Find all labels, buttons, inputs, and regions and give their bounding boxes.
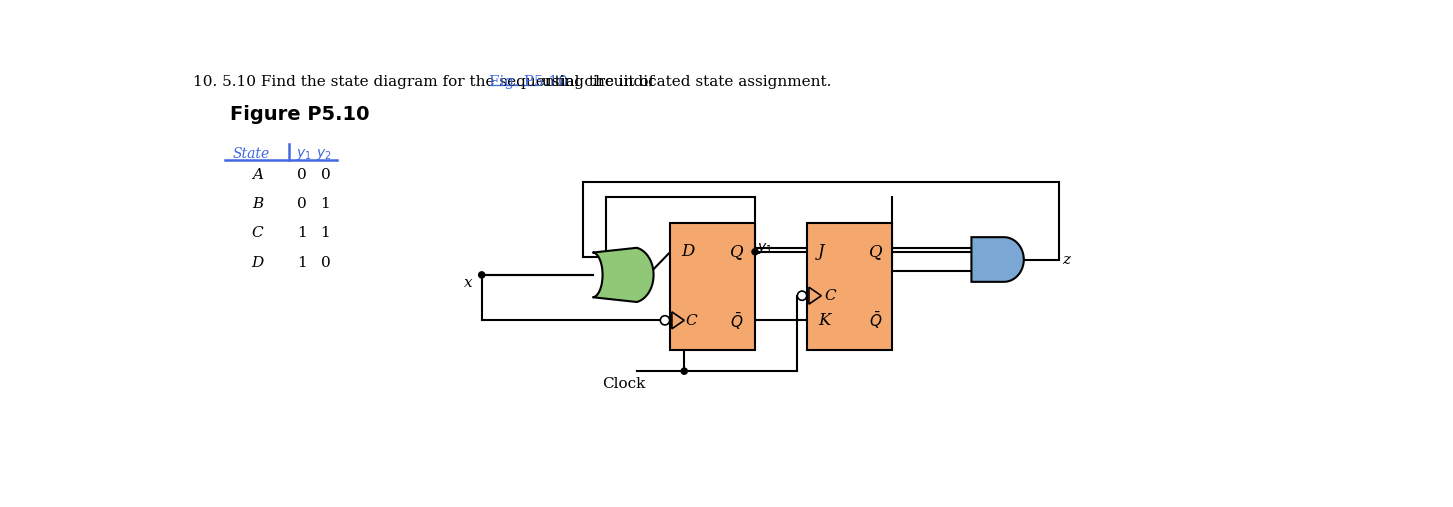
Text: 10. 5.10 Find the state diagram for the sequential circuit of: 10. 5.10 Find the state diagram for the … [193, 75, 660, 89]
Text: 1: 1 [298, 256, 307, 270]
Circle shape [681, 368, 687, 374]
Text: A: A [253, 168, 263, 182]
FancyBboxPatch shape [670, 223, 756, 350]
Text: 0: 0 [321, 168, 330, 182]
Text: 0: 0 [298, 197, 307, 211]
Text: $y_2$: $y_2$ [976, 261, 992, 276]
Polygon shape [972, 237, 1024, 282]
Polygon shape [593, 248, 654, 302]
FancyBboxPatch shape [808, 223, 892, 350]
Text: Q: Q [731, 243, 744, 260]
Text: 0: 0 [321, 256, 330, 270]
Circle shape [798, 291, 806, 300]
Text: 1: 1 [321, 197, 330, 211]
Circle shape [753, 249, 758, 255]
Text: D: D [251, 256, 264, 270]
Text: D: D [681, 243, 695, 260]
Text: $y_2$: $y_2$ [317, 147, 331, 162]
Text: $\bar{Q}$: $\bar{Q}$ [869, 310, 882, 331]
Text: State: State [232, 147, 270, 161]
Text: z: z [1062, 254, 1071, 267]
Text: K: K [818, 312, 831, 329]
Text: 1: 1 [298, 226, 307, 240]
Text: x: x [464, 276, 472, 291]
Text: 1: 1 [321, 226, 330, 240]
Circle shape [660, 316, 670, 325]
Text: $\bar{Q}$: $\bar{Q}$ [731, 310, 744, 332]
Text: C: C [686, 314, 697, 328]
Text: Fig. P5.10: Fig. P5.10 [490, 75, 568, 89]
Text: Figure P5.10: Figure P5.10 [230, 105, 369, 125]
Text: Clock: Clock [603, 377, 647, 391]
Text: J: J [818, 243, 825, 260]
Text: using the indicated state assignment.: using the indicated state assignment. [536, 75, 831, 89]
Text: 0: 0 [298, 168, 307, 182]
Text: B: B [251, 197, 263, 211]
Circle shape [478, 272, 485, 278]
Text: C: C [824, 289, 835, 304]
Text: $y_1$: $y_1$ [757, 241, 773, 256]
Text: Q: Q [869, 243, 882, 260]
Text: $y_1$: $y_1$ [296, 147, 312, 162]
Text: C: C [251, 226, 263, 240]
